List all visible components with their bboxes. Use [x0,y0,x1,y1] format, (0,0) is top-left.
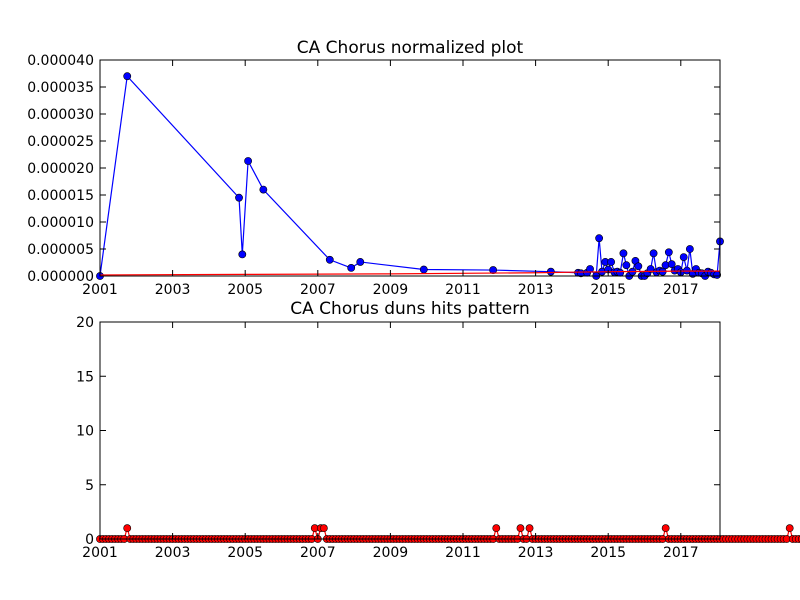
normalized-plot-data-point [586,265,594,273]
normalized-plot-data-point [325,255,334,264]
normalized-plot-x-tick-label: 2017 [663,282,699,298]
normalized-plot-y-tick-label: 0.000025 [27,134,94,150]
normalized-plot-data-point [622,261,631,270]
normalized-plot-x-tick-label: 2007 [300,282,336,298]
duns-hits-x-tick-label: 2011 [445,545,481,561]
normalized-plot-x-tick-label: 2015 [590,282,626,298]
normalized-plot-y-tick-label: 0.000000 [27,269,94,285]
duns-hits-y-tick-label: 0 [85,532,94,548]
duns-hits-data-point [525,524,534,533]
duns-hits-data-point [785,524,794,533]
normalized-plot-data-point [634,262,643,271]
normalized-plot-title: CA Chorus normalized plot [297,38,524,58]
normalized-plot-data-point [607,258,615,266]
normalized-plot-data-point [419,265,428,274]
normalized-plot-data-point [595,234,604,243]
duns-hits-y-tick-label: 10 [76,424,94,440]
duns-hits-x-tick-label: 2001 [82,545,118,561]
duns-hits-data-point [492,524,501,533]
normalized-plot-data-point [667,260,676,269]
normalized-plot-x-tick-label: 2001 [82,282,118,298]
duns-hits-data-point [516,524,525,533]
duns-hits-y-tick-label: 20 [76,315,94,331]
normalized-plot-data-point [259,185,268,194]
normalized-plot-data-point [619,249,628,258]
normalized-plot-x-tick-label: 2003 [155,282,191,298]
duns-hits-data-point [661,524,670,533]
normalized-plot-x-tick-label: 2009 [373,282,409,298]
duns-hits-x-tick-label: 2017 [663,545,699,561]
normalized-plot-y-tick-label: 0.000005 [27,242,94,258]
duns-hits-x-tick-label: 2015 [590,545,626,561]
normalized-plot-data-point [235,193,243,202]
normalized-plot-y-tick-label: 0.000035 [27,80,94,96]
normalized-plot-y-tick-label: 0.000010 [27,215,94,231]
normalized-plot-data-point [616,268,625,277]
duns-hits-title: CA Chorus duns hits pattern [290,299,529,319]
duns-hits-x-tick-label: 2007 [300,545,336,561]
normalized-plot-data-point [664,248,673,257]
normalized-plot-data-point [347,263,356,272]
normalized-plot-y-tick-label: 0.000015 [27,188,94,204]
normalized-plot-data-point [649,249,658,258]
normalized-plot-chart: CA Chorus normalized plot 2001 2003 2005 20… [27,38,724,298]
duns-hits-x-tick-label: 2003 [155,545,191,561]
normalized-plot-x-tick-label: 2005 [227,282,263,298]
duns-hits-chart: CA Chorus duns hits pattern 2001 2003 2005… [76,299,800,561]
normalized-plot-x-tick-label: 2011 [445,282,481,298]
normalized-plot-y-tick-label: 0.000030 [27,107,94,123]
duns-hits-data-point [319,524,328,533]
normalized-plot-data-point [244,157,252,165]
duns-hits-x-tick-label: 2009 [373,545,409,561]
normalized-plot-y-tick-label: 0.000020 [27,161,94,177]
normalized-plot-data-point [679,253,688,261]
normalized-plot-series-line [99,74,721,278]
duns-hits-x-tick-label: 2005 [227,545,263,561]
normalized-plot-data-point [238,250,247,259]
duns-hits-y-tick-label: 5 [85,478,94,494]
normalized-plot-data-point [685,245,694,253]
normalized-plot-data-point [123,72,132,81]
duns-hits-x-tick-label: 2013 [518,545,554,561]
normalized-plot-data-point [546,267,555,276]
normalized-plot-x-tick-label: 2013 [518,282,554,298]
duns-hits-data-point [123,524,132,533]
normalized-plot-data-point [356,258,365,266]
duns-hits-y-tick-label: 15 [76,369,94,385]
normalized-plot-y-tick-label: 0.000040 [27,53,94,69]
